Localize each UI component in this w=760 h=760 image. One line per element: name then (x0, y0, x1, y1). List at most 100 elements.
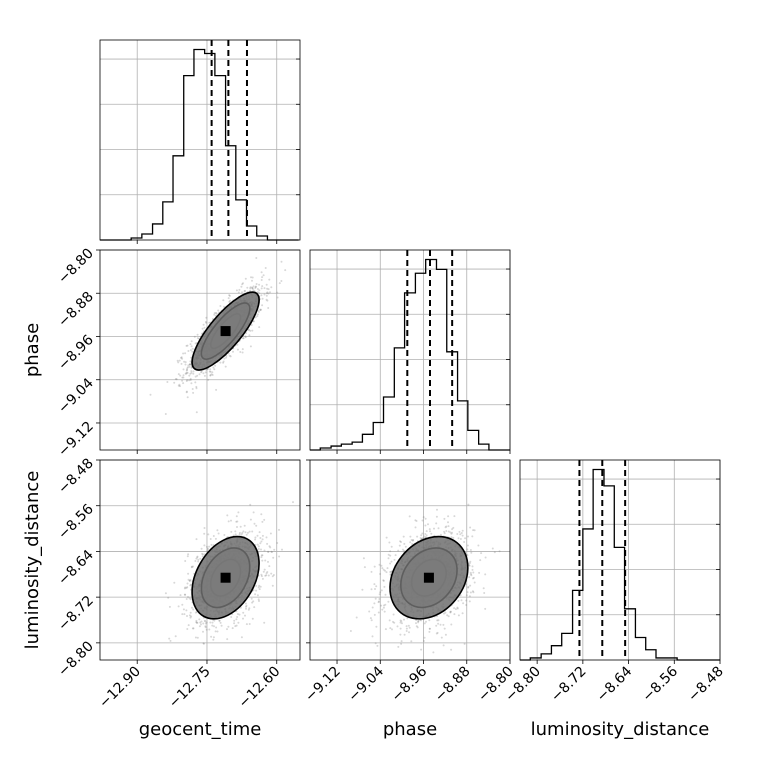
scatter-point (260, 548, 262, 551)
scatter-point (484, 556, 487, 559)
scatter-point (234, 625, 237, 628)
scatter-point (178, 359, 181, 362)
scatter-point (241, 531, 244, 534)
scatter-point (264, 267, 267, 269)
scatter-point (263, 518, 266, 521)
scatter-point (193, 335, 196, 338)
scatter-point (270, 550, 273, 553)
scatter-point (215, 388, 218, 391)
scatter-point (204, 626, 207, 629)
scatter-point (457, 537, 460, 540)
scatter-point (189, 379, 192, 381)
scatter-point (244, 336, 247, 339)
scatter-point (278, 555, 281, 558)
scatter-point (262, 274, 265, 277)
scatter-point (384, 628, 387, 631)
scatter-point (435, 624, 438, 627)
scatter-point (260, 279, 263, 281)
scatter-point (385, 571, 388, 574)
scatter-point (257, 545, 260, 548)
scatter-point (203, 374, 206, 377)
scatter-point (467, 586, 470, 589)
scatter-point (236, 613, 239, 615)
scatter-point (411, 543, 414, 545)
scatter-point (200, 371, 203, 374)
scatter-point (186, 586, 189, 589)
scatter-point (248, 329, 251, 331)
scatter-frame-1 (99, 459, 301, 661)
scatter-point (222, 361, 225, 364)
y-tick-label-luminosity_distance-3: −8.56 (55, 501, 97, 543)
scatter-point (191, 347, 194, 350)
x-axis-label-geocent_time: geocent_time (139, 719, 262, 740)
hist-panel-geocent_time (99, 39, 301, 244)
scatter-point (471, 535, 474, 538)
scatter-point (236, 348, 239, 351)
scatter-point (229, 355, 232, 358)
scatter-point (468, 576, 471, 579)
scatter-point (423, 622, 426, 625)
y-tick-label-luminosity_distance-4: −8.48 (55, 456, 97, 498)
scatter-point (211, 624, 214, 627)
scatter-point (204, 622, 207, 625)
x-axis-label-phase: phase (383, 719, 437, 740)
scatter-point (383, 585, 386, 588)
scatter-point (466, 548, 469, 551)
scatter-point (371, 606, 374, 609)
scatter-point (248, 334, 251, 337)
scatter-point (461, 612, 464, 615)
scatter-point (371, 635, 374, 638)
scatter-point (215, 312, 218, 315)
hist-frame-phase (309, 249, 511, 451)
scatter-point (417, 621, 420, 624)
scatter-point (424, 533, 427, 535)
scatter-point (211, 621, 214, 624)
scatter-point (443, 612, 445, 615)
scatter-point (242, 530, 245, 533)
scatter-point (260, 540, 263, 543)
scatter-point (271, 584, 274, 587)
scatter-point (449, 610, 452, 613)
scatter-point (251, 287, 254, 290)
scatter-point (183, 613, 186, 616)
scatter-point (254, 285, 257, 288)
scatter-point (168, 637, 171, 640)
scatter-point (186, 582, 189, 585)
scatter-point (222, 299, 225, 302)
scatter-point (201, 552, 204, 555)
scatter-point (349, 630, 352, 632)
scatter-point (182, 374, 185, 377)
scatter-point (260, 271, 263, 274)
scatter-point (208, 545, 211, 548)
scatter-point (383, 610, 386, 613)
scatter-point (227, 297, 230, 300)
scatter-point (383, 604, 385, 607)
scatter-point (242, 611, 245, 614)
scatter-point (260, 554, 263, 557)
scatter-point (378, 598, 381, 600)
scatter-point (220, 624, 223, 627)
scatter-point (266, 299, 269, 302)
scatter-point (189, 598, 192, 601)
histogram-luminosity_distance (520, 468, 720, 661)
scatter-point (260, 513, 263, 516)
scatter-point (405, 630, 408, 632)
scatter-point (246, 286, 249, 289)
scatter-point (237, 621, 240, 624)
scatter-point (452, 526, 455, 529)
scatter-point (379, 591, 382, 594)
scatter-point (242, 617, 244, 620)
scatter-point (483, 592, 486, 594)
scatter-point (450, 648, 453, 651)
scatter-point (373, 613, 376, 616)
scatter-point (200, 547, 203, 550)
scatter-point (252, 289, 255, 292)
scatter-point (240, 636, 243, 639)
scatter-point (204, 620, 207, 623)
scatter-point (245, 533, 248, 536)
scatter-point (263, 287, 266, 290)
scatter-point (466, 544, 469, 547)
scatter-point (416, 626, 419, 629)
scatter-point (382, 568, 385, 571)
scatter-point (194, 381, 197, 384)
